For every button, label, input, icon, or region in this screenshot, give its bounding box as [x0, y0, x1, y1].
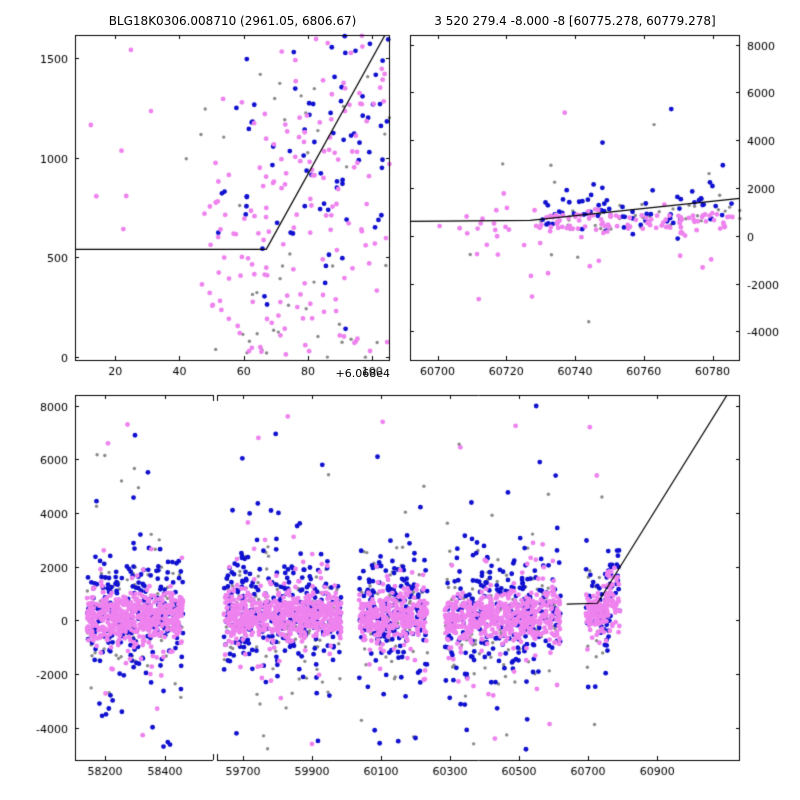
top-left-panel-title: BLG18K0306.008710 (2961.05, 6806.67): [108, 14, 357, 28]
x-axis-offset-label: +6.068e4: [335, 367, 390, 380]
top-right-panel-title: 3 520 279.4 -8.000 -8 [60775.278, 60779.…: [434, 14, 716, 28]
